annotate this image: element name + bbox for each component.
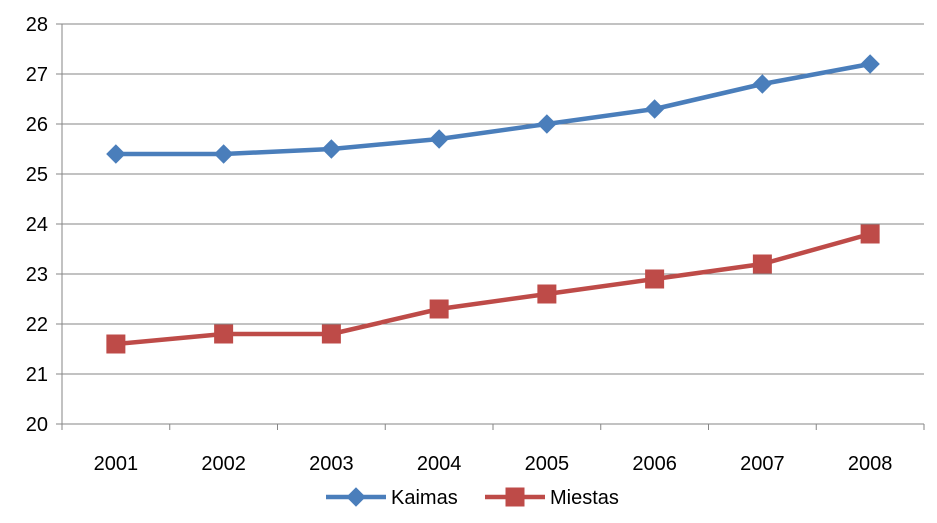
y-tick-label: 27 [26,64,48,86]
series-miestas [106,224,880,354]
x-tick-label-2007: 2007 [740,453,785,475]
series-kaimas [106,54,880,164]
x-tick-label-2008: 2008 [848,453,893,475]
y-tick-label: 24 [26,214,48,236]
data-point-miestas-2004 [429,299,449,319]
x-tick-label-2002: 2002 [201,453,246,475]
data-point-miestas-2006 [645,269,665,289]
data-point-kaimas-2003 [321,139,342,159]
legend-label: Miestas [550,487,619,509]
data-point-miestas-2005 [537,284,557,304]
y-tick-label: 26 [26,114,48,136]
x-tick-label-2001: 2001 [94,453,139,475]
y-tick-label: 21 [26,364,48,386]
data-point-kaimas-2001 [106,144,126,164]
y-tick-label: 25 [26,164,48,186]
x-tick-label-2003: 2003 [309,453,354,475]
y-tick-label: 20 [26,414,48,436]
gridlines [62,23,924,425]
axes: 20 21 22 23 24 25 26 27 28 2001 2002 2003 2004 2005 20… [26,14,925,475]
y-tick-label: 28 [26,14,48,36]
data-point-miestas-2002 [214,324,234,344]
series-line-kaimas [113,61,873,157]
legend-label: Kaimas [391,487,458,509]
data-point-kaimas-2004 [429,129,449,149]
legend-item-kaimas: Kaimas [326,487,458,509]
legend-item-miestas: Miestas [485,487,619,509]
data-point-miestas-2007 [752,254,772,274]
y-tick-label: 22 [26,314,48,336]
data-point-miestas-2001 [106,334,126,354]
legend: Kaimas Miestas [326,487,619,509]
data-point-kaimas-2007 [752,74,773,94]
x-tick-label-2006: 2006 [632,453,677,475]
data-point-kaimas-2002 [213,144,234,164]
series-group [106,54,880,354]
series-line-miestas [113,231,873,347]
y-tick-label: 23 [26,264,48,286]
x-tick-label-2004: 2004 [417,453,462,475]
legend-marker [505,487,525,507]
legend-marker [346,487,366,507]
x-tick-label-2005: 2005 [525,453,570,475]
data-point-kaimas-2008 [860,54,880,74]
data-point-miestas-2008 [860,224,880,244]
data-point-kaimas-2006 [644,99,665,119]
data-point-kaimas-2005 [537,114,557,134]
data-point-miestas-2003 [321,324,341,344]
